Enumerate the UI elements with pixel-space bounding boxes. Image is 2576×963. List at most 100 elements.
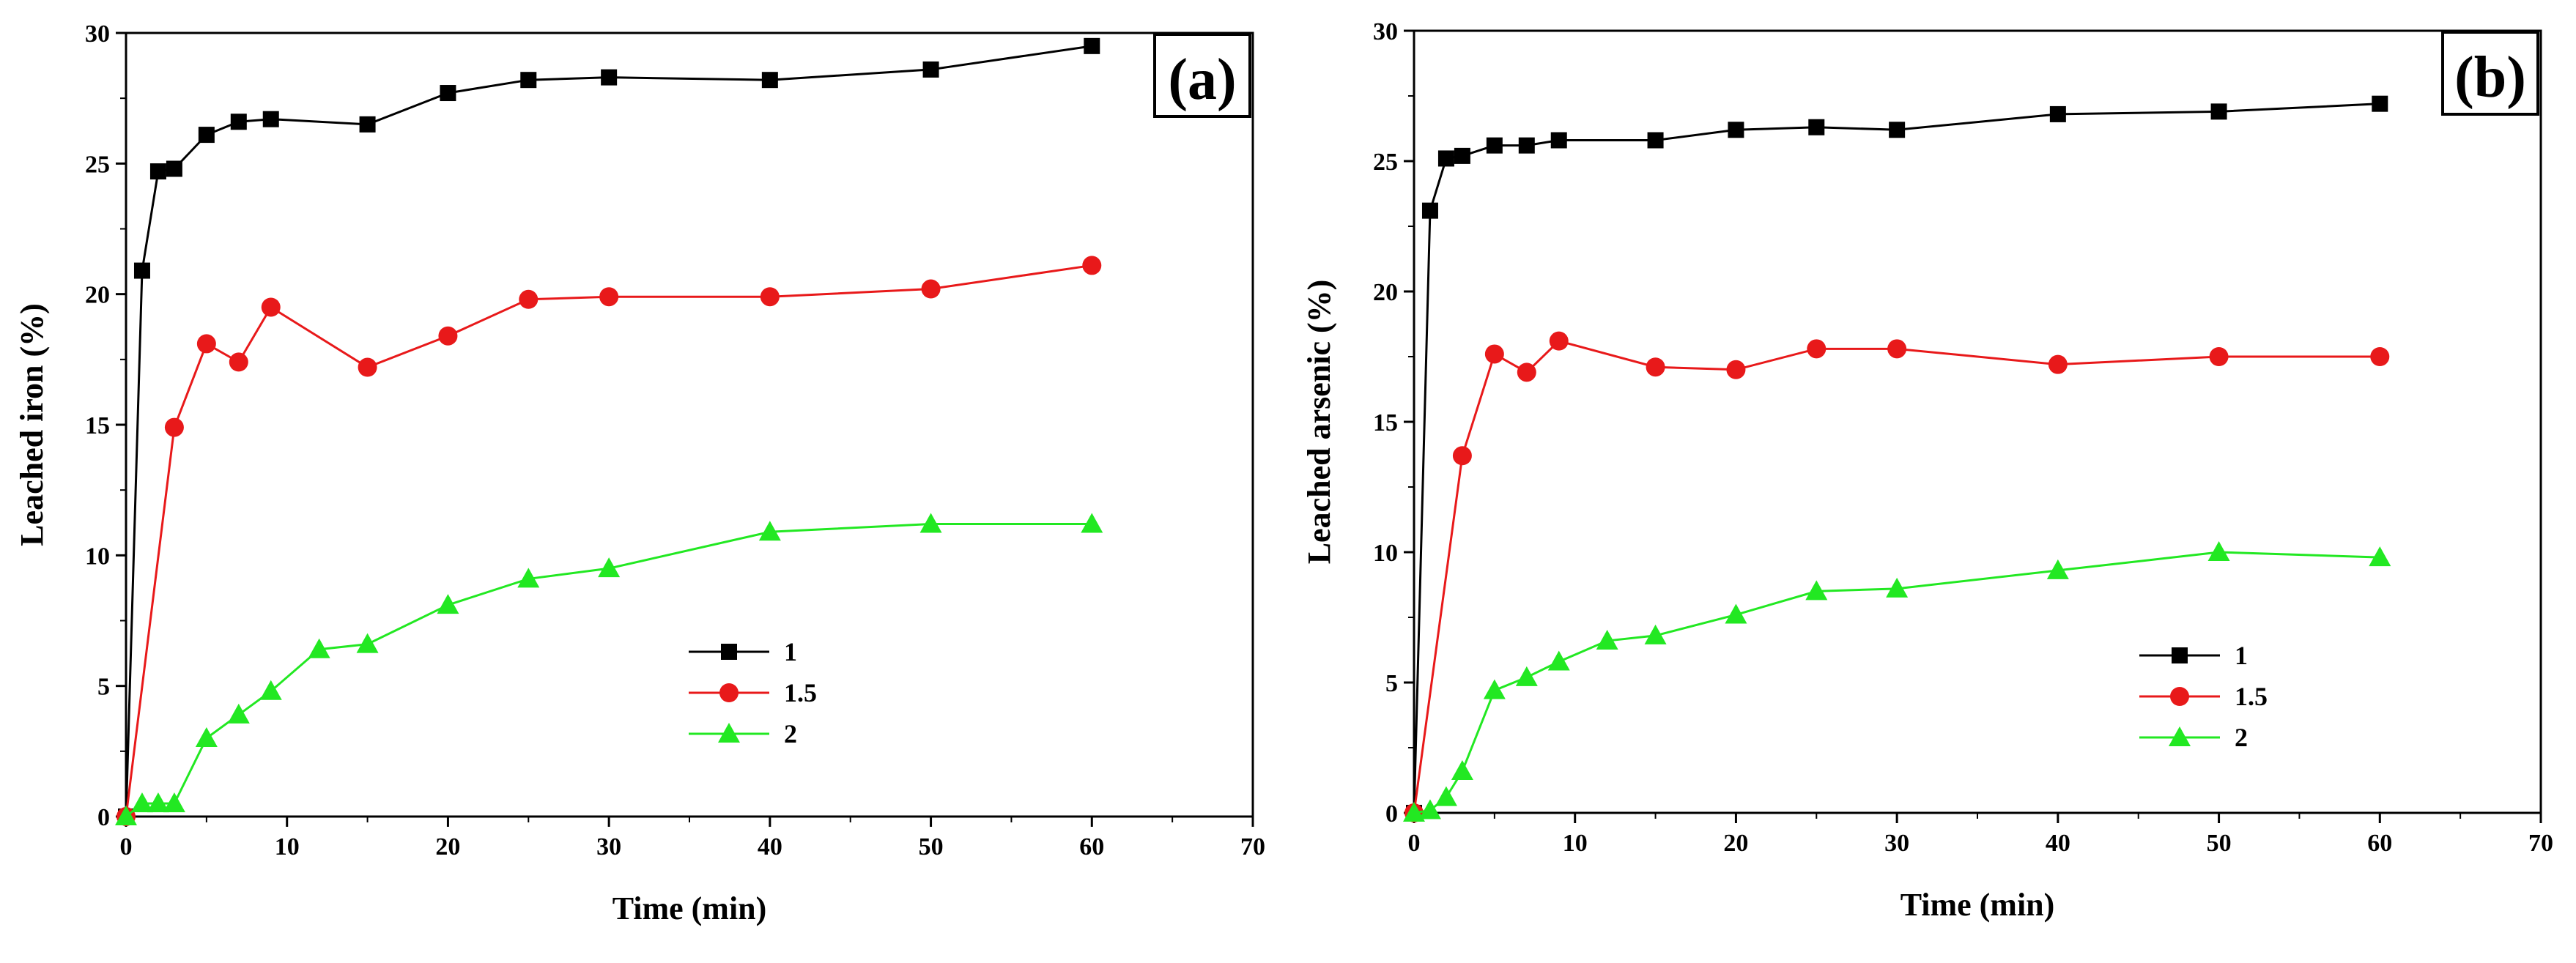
data-point xyxy=(356,633,379,653)
data-point xyxy=(1515,666,1538,686)
data-point xyxy=(519,289,538,309)
legend-entry: 1 xyxy=(689,637,797,666)
data-point xyxy=(2369,546,2391,567)
data-point xyxy=(230,114,247,130)
y-tick-label: 0 xyxy=(1385,800,1398,828)
data-point xyxy=(1887,339,1907,359)
x-tick-label: 30 xyxy=(596,833,621,860)
y-tick-label: 5 xyxy=(1385,670,1398,697)
legend-label: 2 xyxy=(784,719,797,748)
data-point xyxy=(601,69,618,86)
data-point xyxy=(440,85,456,102)
data-point xyxy=(2209,347,2229,366)
data-point xyxy=(358,357,377,377)
x-tick-label: 0 xyxy=(1408,830,1421,857)
data-point xyxy=(517,568,540,588)
data-point xyxy=(761,72,778,89)
data-point xyxy=(229,352,248,372)
data-point xyxy=(196,334,216,354)
data-point xyxy=(261,297,281,317)
legend-entry: 2 xyxy=(2139,723,2248,752)
data-point xyxy=(227,703,250,724)
data-point xyxy=(166,160,182,177)
data-point xyxy=(1486,137,1503,154)
y-tick-label: 10 xyxy=(85,543,110,570)
x-axis: 0 10 20 30 40 50 60 70 xyxy=(120,817,1265,860)
data-point xyxy=(2046,559,2069,579)
data-point xyxy=(598,557,621,578)
data-point xyxy=(1805,580,1828,601)
data-point xyxy=(758,521,781,541)
data-point xyxy=(1452,446,1472,466)
x-axis: 0 10 20 30 40 50 60 70 xyxy=(1408,813,2553,857)
data-point xyxy=(198,127,215,144)
legend-marker xyxy=(2170,687,2189,706)
x-tick-label: 70 xyxy=(1240,833,1265,860)
data-point xyxy=(1808,119,1825,135)
y-axis: 0 5 10 15 20 25 30 xyxy=(1373,18,1414,828)
legend-label: 1.5 xyxy=(784,678,817,707)
data-point xyxy=(133,262,150,279)
panel-label-box xyxy=(2441,31,2539,116)
x-tick-label: 20 xyxy=(1723,830,1748,857)
data-point xyxy=(2207,541,2230,561)
data-point xyxy=(438,326,458,346)
data-point xyxy=(1726,360,1746,379)
data-point xyxy=(2210,103,2227,120)
data-point xyxy=(1550,132,1567,149)
y-tick-label: 10 xyxy=(1373,540,1398,567)
data-point xyxy=(2049,105,2066,122)
y-tick-label: 0 xyxy=(97,804,110,831)
data-point xyxy=(262,111,279,127)
data-point xyxy=(359,116,376,133)
data-point xyxy=(1518,137,1535,154)
plot-frame xyxy=(125,31,1254,818)
panel-label: (b) xyxy=(2454,45,2526,110)
x-tick-label: 30 xyxy=(1884,830,1909,857)
data-point xyxy=(1889,122,1906,138)
x-tick-label: 40 xyxy=(758,833,782,860)
data-point xyxy=(195,727,218,747)
series-1 xyxy=(1406,95,2388,821)
data-point xyxy=(1435,786,1457,806)
y-tick-label: 15 xyxy=(85,412,110,439)
data-point xyxy=(2048,354,2068,374)
data-point xyxy=(1728,122,1744,138)
x-axis-title: Time (min) xyxy=(1900,887,2055,923)
y-axis-title: Leached iron (%) xyxy=(14,303,50,546)
y-tick-label: 30 xyxy=(85,21,110,48)
y-tick-label: 30 xyxy=(1373,18,1398,45)
series-1.5 xyxy=(1404,331,2390,822)
data-point xyxy=(1646,357,1665,377)
data-point xyxy=(1084,37,1100,54)
legend-marker xyxy=(2169,726,2191,746)
data-point xyxy=(1644,624,1667,644)
x-tick-label: 70 xyxy=(2528,830,2553,857)
x-tick-label: 60 xyxy=(2367,830,2392,857)
data-point xyxy=(1403,802,1425,822)
legend-marker xyxy=(721,644,737,660)
data-point xyxy=(1807,339,1826,359)
data-point xyxy=(1596,630,1618,650)
data-point xyxy=(919,513,942,533)
panel-a: 0 10 20 30 40 50 60 70 0 5 10 15 20 25 30 Time (min) Lea… xyxy=(14,21,1265,926)
legend-label: 1 xyxy=(784,637,797,666)
series-2 xyxy=(115,513,1103,825)
data-point xyxy=(1454,147,1470,164)
y-tick-label: 25 xyxy=(85,151,110,178)
x-tick-label: 60 xyxy=(1079,833,1104,860)
panel-label-box xyxy=(1153,33,1251,118)
x-axis-title: Time (min) xyxy=(612,891,767,926)
y-axis-title: Leached arsenic (%) xyxy=(1301,280,1337,565)
data-point xyxy=(1517,362,1536,382)
legend-label: 1.5 xyxy=(2235,682,2268,711)
data-point xyxy=(599,287,619,307)
legend-label: 1 xyxy=(2235,641,2248,670)
data-point xyxy=(130,792,153,813)
series-1.5 xyxy=(116,256,1102,826)
panel-label: (a) xyxy=(1168,48,1236,112)
y-tick-label: 25 xyxy=(1373,149,1398,176)
data-point xyxy=(437,594,459,614)
data-point xyxy=(1725,603,1747,624)
